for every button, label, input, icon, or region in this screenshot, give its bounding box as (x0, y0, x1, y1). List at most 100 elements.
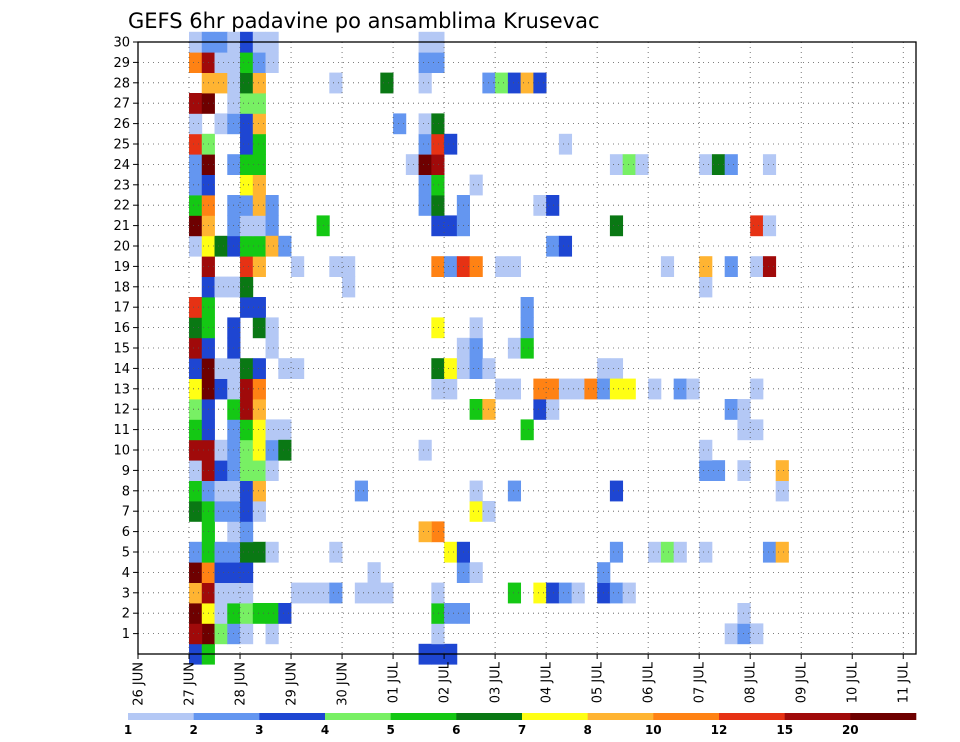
heatmap-cell (240, 541, 254, 563)
heatmap-cell (189, 399, 203, 420)
heatmap-cell (240, 235, 254, 257)
heatmap-cell (240, 256, 254, 277)
heatmap-cell (469, 480, 483, 502)
colorbar-label: 4 (321, 723, 329, 737)
heatmap-cell (431, 582, 445, 604)
y-tick-label: 7 (122, 505, 130, 520)
heatmap-cell (469, 337, 483, 359)
heatmap-cell (278, 419, 292, 441)
heatmap-cell (546, 235, 560, 257)
heatmap-cell (252, 297, 266, 318)
y-tick-label: 3 (122, 586, 130, 601)
heatmap-cell (609, 358, 624, 379)
heatmap-cell (240, 603, 254, 624)
heatmap-cell (737, 460, 751, 481)
heatmap-cell (252, 378, 266, 400)
heatmap-cell (189, 378, 203, 400)
heatmap-cell (699, 541, 713, 563)
colorbar-label: 15 (776, 723, 793, 737)
heatmap-cell (189, 52, 203, 73)
x-tick-label: 30 JUN (336, 662, 351, 706)
heatmap-cell (431, 623, 445, 645)
heatmap-cell (278, 603, 292, 624)
heatmap-cell (252, 358, 266, 379)
colorbar-label: 5 (387, 723, 395, 737)
heatmap-cell (291, 358, 305, 379)
heatmap-cell (265, 317, 279, 339)
heatmap-cell (750, 419, 764, 441)
heatmap-cell (507, 337, 522, 359)
y-tick-label: 18 (113, 280, 130, 295)
heatmap-cell (750, 256, 764, 277)
heatmap-cell (762, 215, 777, 237)
y-tick-label: 13 (113, 382, 130, 397)
heatmap-cell (533, 582, 547, 604)
heatmap-cell (240, 358, 254, 379)
heatmap-cell (265, 541, 279, 563)
heatmap-cell (252, 541, 266, 563)
heatmap-cell (252, 174, 266, 196)
heatmap-cell (431, 154, 445, 175)
colorbar-label: 7 (518, 723, 526, 737)
heatmap-cell (558, 378, 573, 400)
heatmap-cell (265, 460, 279, 481)
heatmap-cell (189, 235, 203, 257)
heatmap-cell (699, 439, 713, 461)
heatmap-cell (354, 582, 368, 604)
heatmap-cell (762, 256, 777, 277)
y-tick-label: 15 (113, 342, 130, 357)
x-tick-label: 10 JUL (846, 661, 861, 703)
heatmap-cell (775, 480, 789, 502)
heatmap-cell (189, 460, 203, 481)
heatmap-cell (189, 113, 203, 135)
heatmap-cell (252, 439, 266, 461)
colorbar-swatch (587, 713, 654, 720)
heatmap-cell (431, 378, 445, 400)
heatmap-cell (673, 378, 687, 400)
heatmap-cell (469, 399, 483, 420)
heatmap-cell (214, 541, 228, 563)
heatmap-cell (444, 256, 458, 277)
heatmap-cell (240, 113, 254, 135)
heatmap-cell (418, 52, 432, 73)
y-tick-label: 10 (113, 444, 130, 459)
heatmap-cell (724, 623, 738, 645)
heatmap-cell (265, 439, 279, 461)
heatmap-cell (520, 337, 534, 359)
colorbar-label: 2 (190, 723, 198, 737)
heatmap-cell (214, 358, 228, 379)
heatmap-cell (189, 337, 203, 359)
y-tick-label: 29 (113, 56, 130, 71)
heatmap-cell (609, 378, 624, 400)
heatmap-cell (469, 317, 483, 339)
heatmap-cell (431, 358, 445, 379)
heatmap-cell (533, 195, 547, 216)
heatmap-cell (214, 276, 228, 298)
colorbar-swatch (390, 713, 457, 720)
colorbar: 1 2 3 4 5 6 7 8 10 12 15 20 (124, 713, 917, 737)
colorbar-label: 6 (452, 723, 460, 737)
colorbar-label: 8 (584, 723, 592, 737)
heatmap-cell (252, 215, 266, 237)
heatmap-cell (278, 439, 292, 461)
x-tick-label: 04 JUL (540, 661, 555, 703)
heatmap-cell (252, 419, 266, 441)
heatmap-cell (418, 439, 432, 461)
heatmap-cell (660, 541, 675, 563)
heatmap-cell (265, 603, 279, 624)
heatmap-cell (252, 317, 266, 339)
x-tick-label: 08 JUL (744, 661, 759, 703)
chart-title: GEFS 6hr padavine po ansamblima Krusevac (128, 9, 600, 33)
heatmap-cell (533, 378, 547, 400)
colorbar-swatch (653, 713, 720, 720)
heatmap-cell (252, 113, 266, 135)
heatmap-cell (507, 378, 522, 400)
heatmap-cell (189, 133, 203, 155)
heatmap-cell (431, 52, 445, 73)
heatmap-cell (240, 93, 254, 114)
heatmap-cell (418, 154, 432, 175)
heatmap-cell (240, 297, 254, 318)
heatmap-cell (660, 256, 675, 277)
heatmap-cell (737, 603, 751, 624)
heatmap-cell (329, 72, 343, 94)
